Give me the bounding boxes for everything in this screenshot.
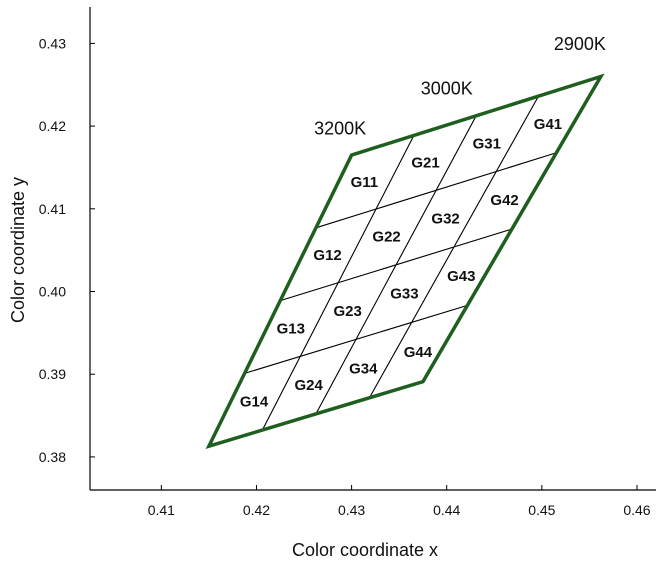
temperature-labels: 3200K 3000K 2900K bbox=[314, 34, 606, 138]
bin-divider-vertical bbox=[368, 95, 539, 399]
cct-label: 3000K bbox=[421, 79, 473, 99]
bin-labels: G11 G21 G31 G41 G12 G22 G32 G42 G13 G23 G33 G43 G14 G… bbox=[240, 116, 562, 410]
y-tick-label: 0.41 bbox=[39, 201, 66, 217]
ticks: 0.41 0.42 0.43 0.44 0.45 0.46 0.38 0.39 0.40 0.41… bbox=[39, 35, 651, 518]
bin-label: G14 bbox=[240, 393, 269, 410]
bin-label: G21 bbox=[411, 155, 439, 172]
bin-label: G22 bbox=[372, 229, 400, 246]
bin-label: G32 bbox=[431, 210, 459, 227]
bin-label: G31 bbox=[473, 135, 501, 152]
axes bbox=[89, 7, 656, 491]
y-tick-label: 0.40 bbox=[39, 284, 66, 300]
bin-label: G43 bbox=[447, 268, 475, 285]
bin-divider-horizontal bbox=[244, 304, 468, 374]
bin-label: G44 bbox=[404, 344, 433, 361]
bin-label: G41 bbox=[534, 116, 562, 133]
bin-label: G12 bbox=[313, 247, 341, 264]
x-tick-label: 0.44 bbox=[433, 502, 460, 518]
bin-label: G33 bbox=[390, 285, 418, 302]
bin-divider-horizontal bbox=[280, 228, 513, 302]
x-axis-title: Color coordinate x bbox=[292, 540, 438, 560]
x-tick-label: 0.41 bbox=[148, 502, 175, 518]
x-tick-label: 0.45 bbox=[528, 502, 555, 518]
x-tick-label: 0.43 bbox=[338, 502, 365, 518]
x-tick-label: 0.46 bbox=[623, 502, 650, 518]
cct-label: 2900K bbox=[554, 34, 606, 54]
y-tick-label: 0.39 bbox=[39, 366, 66, 382]
bin-label: G34 bbox=[349, 360, 378, 377]
bin-outline-polygon bbox=[205, 73, 605, 449]
bin-label: G11 bbox=[351, 174, 379, 191]
bin-label: G42 bbox=[490, 192, 518, 209]
y-tick-label: 0.43 bbox=[39, 35, 66, 51]
cct-label: 3200K bbox=[314, 118, 366, 138]
y-axis-title: Color coordinate y bbox=[8, 177, 28, 323]
bin-grid-lines bbox=[244, 95, 557, 431]
y-tick-label: 0.42 bbox=[39, 118, 66, 134]
y-tick-label: 0.38 bbox=[39, 449, 66, 465]
bin-outline bbox=[205, 73, 605, 449]
bin-label: G13 bbox=[277, 320, 305, 337]
x-tick-label: 0.42 bbox=[243, 502, 270, 518]
bin-label: G24 bbox=[294, 377, 323, 394]
bin-label: G23 bbox=[333, 303, 361, 320]
